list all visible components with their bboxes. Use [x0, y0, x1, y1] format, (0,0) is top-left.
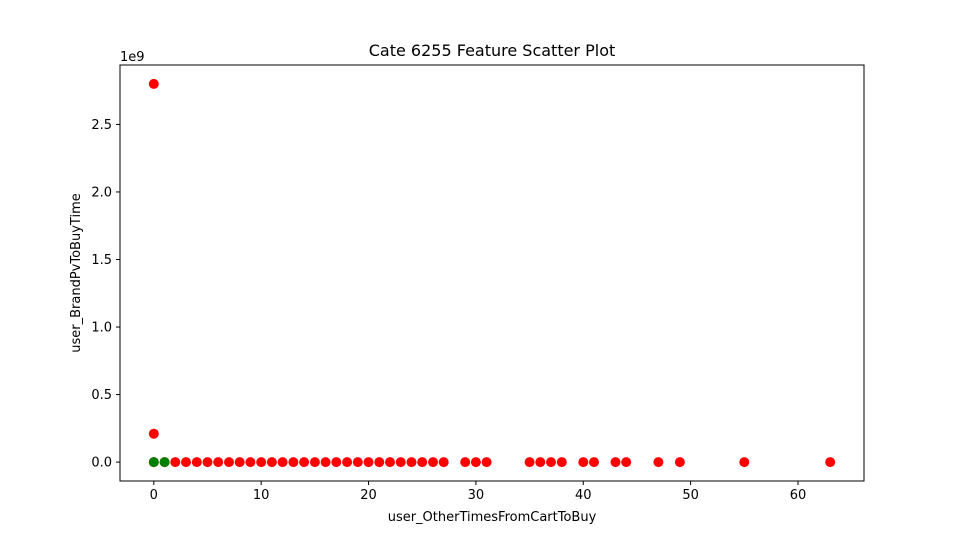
x-axis-label: user_OtherTimesFromCartToBuy — [388, 510, 597, 525]
x-axis: 0 10 20 30 40 50 60 — [150, 481, 807, 503]
data-point-s0-34 — [535, 457, 546, 468]
data-point-s0-14 — [277, 457, 288, 468]
x-tick-label-5: 50 — [682, 488, 699, 503]
y-tick-label-1: 0.5 — [91, 388, 112, 403]
data-point-s0-6 — [191, 457, 202, 468]
data-point-s0-5 — [181, 457, 191, 468]
y-tick-label-5: 2.5 — [91, 118, 112, 133]
y-tick-label-2: 1.0 — [91, 321, 112, 336]
data-point-s0-7 — [202, 457, 213, 468]
data-point-s0-38 — [589, 457, 599, 468]
data-point-s0-31 — [470, 457, 481, 468]
data-point-s0-0 — [148, 78, 159, 89]
data-point-s0-20 — [342, 457, 353, 468]
chart-title: Cate 6255 Feature Scatter Plot — [369, 41, 616, 60]
data-point-s0-23 — [374, 457, 385, 468]
y-tick-label-3: 1.5 — [91, 253, 112, 268]
data-point-s0-21 — [352, 457, 363, 468]
data-point-s0-4 — [170, 457, 181, 468]
data-point-s0-1 — [148, 428, 159, 439]
x-tick-label-0: 0 — [150, 488, 158, 503]
data-point-s0-19 — [331, 457, 342, 468]
plot-area — [148, 78, 836, 468]
x-tick-label-1: 10 — [253, 488, 270, 503]
data-point-s0-16 — [299, 457, 310, 468]
data-point-s0-12 — [256, 457, 267, 468]
y-axis: 0.0 0.5 1.0 1.5 2.0 2.5 — [91, 118, 120, 471]
data-point-s0-18 — [320, 457, 331, 468]
y-tick-label-0: 0.0 — [91, 456, 112, 471]
data-point-s0-40 — [621, 457, 632, 468]
x-tick-label-4: 40 — [575, 488, 592, 503]
data-point-s1-1 — [159, 457, 170, 468]
data-point-s0-24 — [385, 457, 395, 468]
data-point-s0-10 — [234, 457, 245, 468]
x-tick-label-6: 60 — [790, 488, 807, 503]
data-point-s0-44 — [825, 457, 836, 468]
data-point-s0-30 — [460, 457, 471, 468]
data-point-s0-27 — [417, 457, 428, 468]
data-point-s0-33 — [524, 457, 535, 468]
data-point-s0-8 — [213, 457, 224, 468]
y-tick-label-4: 2.0 — [91, 185, 112, 200]
data-point-s0-22 — [363, 457, 374, 468]
data-point-s0-9 — [224, 457, 234, 468]
data-point-s0-32 — [481, 457, 492, 468]
data-point-s0-41 — [653, 457, 664, 468]
data-point-s1-0 — [148, 457, 159, 468]
data-point-s0-35 — [546, 457, 556, 468]
data-point-s0-42 — [674, 457, 685, 468]
data-point-s0-29 — [438, 457, 449, 468]
y-axis-label: user_BrandPvToBuyTime — [69, 193, 84, 352]
plot-frame — [119, 64, 865, 482]
data-point-s0-43 — [739, 457, 750, 468]
data-point-s0-13 — [266, 457, 277, 468]
x-tick-label-2: 20 — [360, 488, 377, 503]
data-point-s0-37 — [578, 457, 589, 468]
data-point-s0-11 — [245, 457, 256, 468]
data-point-s0-25 — [395, 457, 406, 468]
data-point-s0-36 — [556, 457, 567, 468]
data-point-s0-39 — [610, 457, 621, 468]
data-point-s0-15 — [288, 457, 299, 468]
data-point-s0-17 — [309, 457, 320, 468]
x-tick-label-3: 30 — [468, 488, 485, 503]
data-point-s0-26 — [406, 457, 417, 468]
data-point-s0-28 — [428, 457, 438, 468]
y-axis-offset-label: 1e9 — [120, 50, 145, 65]
